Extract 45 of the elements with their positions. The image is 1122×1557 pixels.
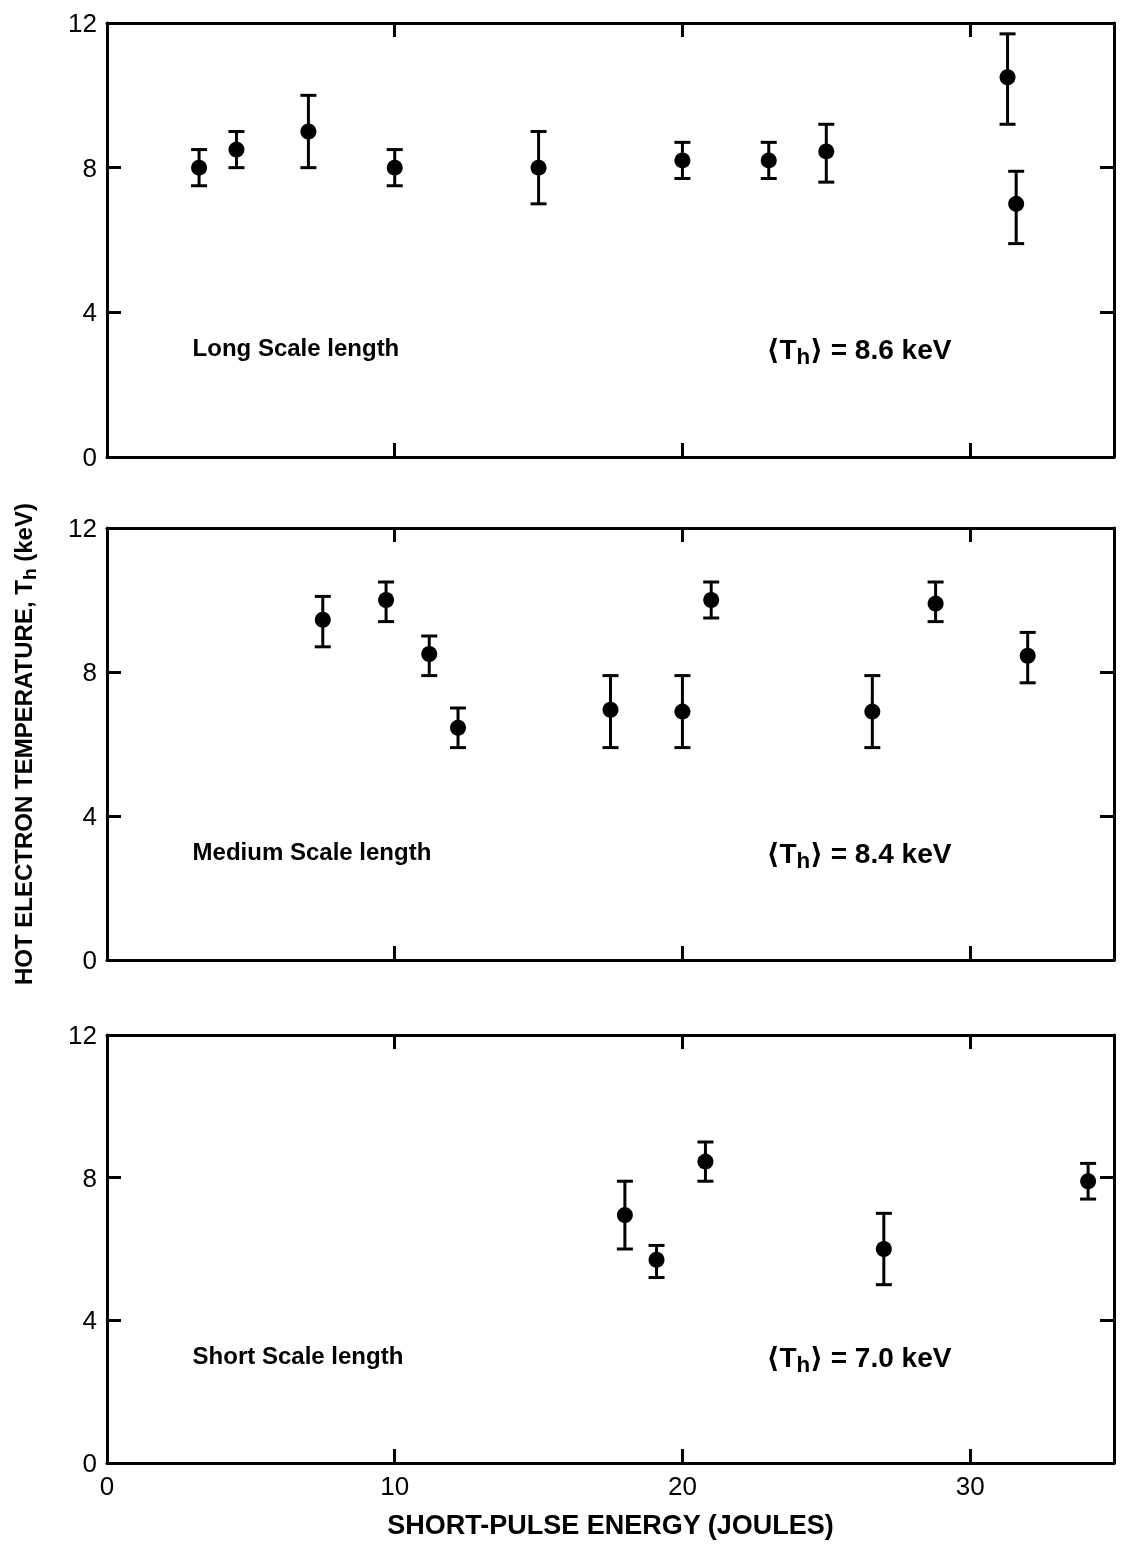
y-tick-label: 12 (68, 1020, 97, 1050)
x-tick-label: 10 (380, 1471, 410, 1501)
point (697, 1153, 714, 1170)
x-tick-label: 30 (955, 1471, 985, 1501)
point (530, 159, 547, 176)
point (648, 1251, 665, 1268)
y-tick-label: 12 (68, 513, 97, 543)
point (191, 159, 208, 176)
y-tick-label: 12 (68, 8, 97, 38)
point (674, 152, 691, 169)
point (314, 611, 331, 628)
point (421, 646, 438, 662)
point (228, 141, 245, 158)
point (875, 1241, 892, 1257)
y-tick-label: 4 (82, 1305, 97, 1336)
annotation: Long Scale length (192, 333, 400, 361)
y-tick-label: 8 (82, 1162, 97, 1193)
point (378, 592, 395, 608)
point (1008, 195, 1025, 212)
x-tick-label: 20 (667, 1471, 697, 1501)
point (1080, 1173, 1097, 1190)
y-tick-label: 0 (82, 945, 97, 975)
point (760, 152, 777, 169)
point (616, 1207, 633, 1224)
y-tick-label: 4 (82, 801, 97, 831)
y-tick-label: 4 (82, 297, 97, 328)
x-axis-title: SHORT-PULSE ENERGY (JOULES) (387, 1509, 834, 1540)
y-tick-label: 8 (82, 152, 97, 183)
point (450, 719, 467, 736)
point (864, 703, 881, 720)
annotation: Short Scale length (192, 1341, 404, 1369)
point (1019, 647, 1036, 664)
y-axis-title: HOT ELECTRON TEMPERATURE, Th (keV) (10, 503, 40, 985)
y-tick-label: 0 (82, 1448, 97, 1478)
point (602, 701, 619, 718)
point (999, 69, 1016, 86)
point (300, 123, 317, 140)
point (674, 703, 691, 720)
point (927, 595, 944, 612)
y-tick-label: 0 (82, 442, 97, 472)
y-tick-label: 8 (82, 657, 97, 687)
point (386, 159, 403, 176)
point (703, 592, 720, 608)
annotation: Medium Scale length (192, 837, 432, 865)
point (818, 143, 835, 160)
